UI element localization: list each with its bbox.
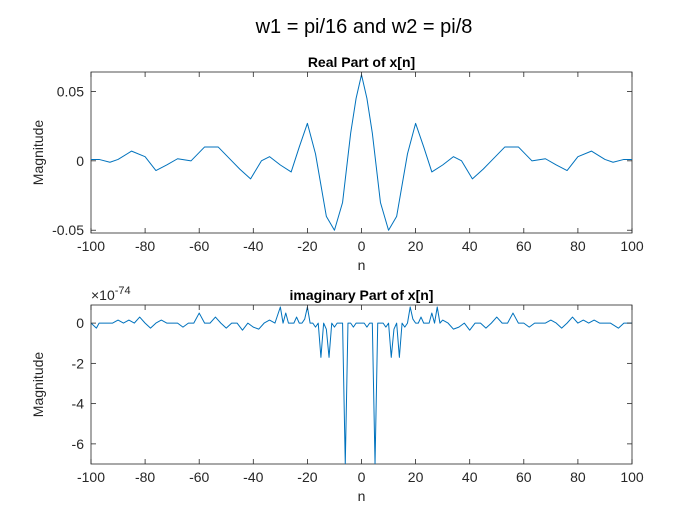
x-tick-label: -100 xyxy=(77,469,105,485)
x-tick-label: -60 xyxy=(189,469,209,485)
x-tick-label: -80 xyxy=(135,469,155,485)
x-tick-label: 20 xyxy=(408,469,424,485)
x-tick-label: 80 xyxy=(570,469,586,485)
x-tick-label: -60 xyxy=(189,238,209,254)
x-tick-label: 60 xyxy=(516,469,532,485)
x-axis-label: n xyxy=(358,257,366,273)
x-tick-label: 0 xyxy=(358,238,366,254)
series-line xyxy=(91,306,632,464)
x-axis-label: n xyxy=(358,488,366,504)
x-tick-label: -20 xyxy=(297,469,317,485)
axes-real-part: -100 -80 -60 -40 -20 0 20 40 60 80 100 -0.05 0 0.05 Re… xyxy=(30,54,644,273)
x-tick-label: -80 xyxy=(135,238,155,254)
x-tick-label: 60 xyxy=(516,238,532,254)
axes-title: imaginary Part of x[n] xyxy=(290,287,434,303)
figure-suptitle: w1 = pi/16 and w2 = pi/8 xyxy=(255,16,473,38)
x-tick-label: -40 xyxy=(243,238,263,254)
x-tick-label: 100 xyxy=(620,238,644,254)
y-axis-label: Magnitude xyxy=(30,120,46,186)
x-tick-label: 80 xyxy=(570,238,586,254)
axes-imaginary-part: -100 -80 -60 -40 -20 0 20 40 60 80 100-6-4-20imagi… xyxy=(30,285,644,504)
x-tick-label: 100 xyxy=(620,469,644,485)
y-tick-label: 0 xyxy=(76,153,84,169)
axes-title: Real Part of x[n] xyxy=(308,54,415,70)
x-tick-label: 20 xyxy=(408,238,424,254)
y-tick-label: -0.05 xyxy=(52,222,84,238)
y-exponent-label: ×10-74 xyxy=(91,285,131,303)
x-tick-label: 40 xyxy=(462,469,478,485)
y-tick-label: -2 xyxy=(72,355,85,371)
y-axis-label: Magnitude xyxy=(30,352,46,418)
y-exponent-power: -74 xyxy=(115,285,131,297)
x-tick-label: -20 xyxy=(297,238,317,254)
axes-frame xyxy=(90,304,633,465)
x-tick-label: 0 xyxy=(358,469,366,485)
y-tick-label: 0.05 xyxy=(57,83,84,99)
x-tick-label: -40 xyxy=(243,469,263,485)
x-tick-label: 40 xyxy=(462,238,478,254)
y-tick-label: -4 xyxy=(72,396,85,412)
x-tick-label: -100 xyxy=(77,238,105,254)
y-exponent-base: ×10 xyxy=(91,287,115,303)
axes-frame xyxy=(90,71,633,234)
y-tick-label: 0 xyxy=(76,315,84,331)
y-tick-label: -6 xyxy=(72,436,85,452)
